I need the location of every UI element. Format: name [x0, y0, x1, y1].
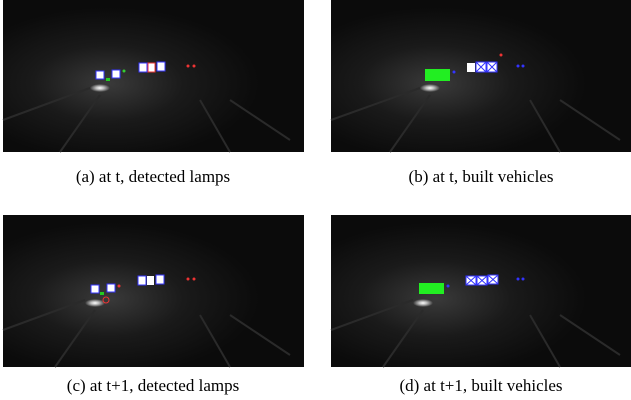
caption: (a) at t, detected lamps	[76, 167, 230, 186]
caption: (c) at t+1, detected lamps	[67, 376, 239, 395]
caption: (d) at t+1, built vehicles	[399, 376, 562, 395]
caption: (b) at t, built vehicles	[409, 167, 554, 186]
image-c	[3, 215, 304, 367]
image-d	[331, 215, 631, 367]
figure: (a) at t, detected lamps (b) at t, built…	[0, 0, 631, 400]
image-a	[3, 0, 304, 152]
image-b	[331, 0, 631, 152]
